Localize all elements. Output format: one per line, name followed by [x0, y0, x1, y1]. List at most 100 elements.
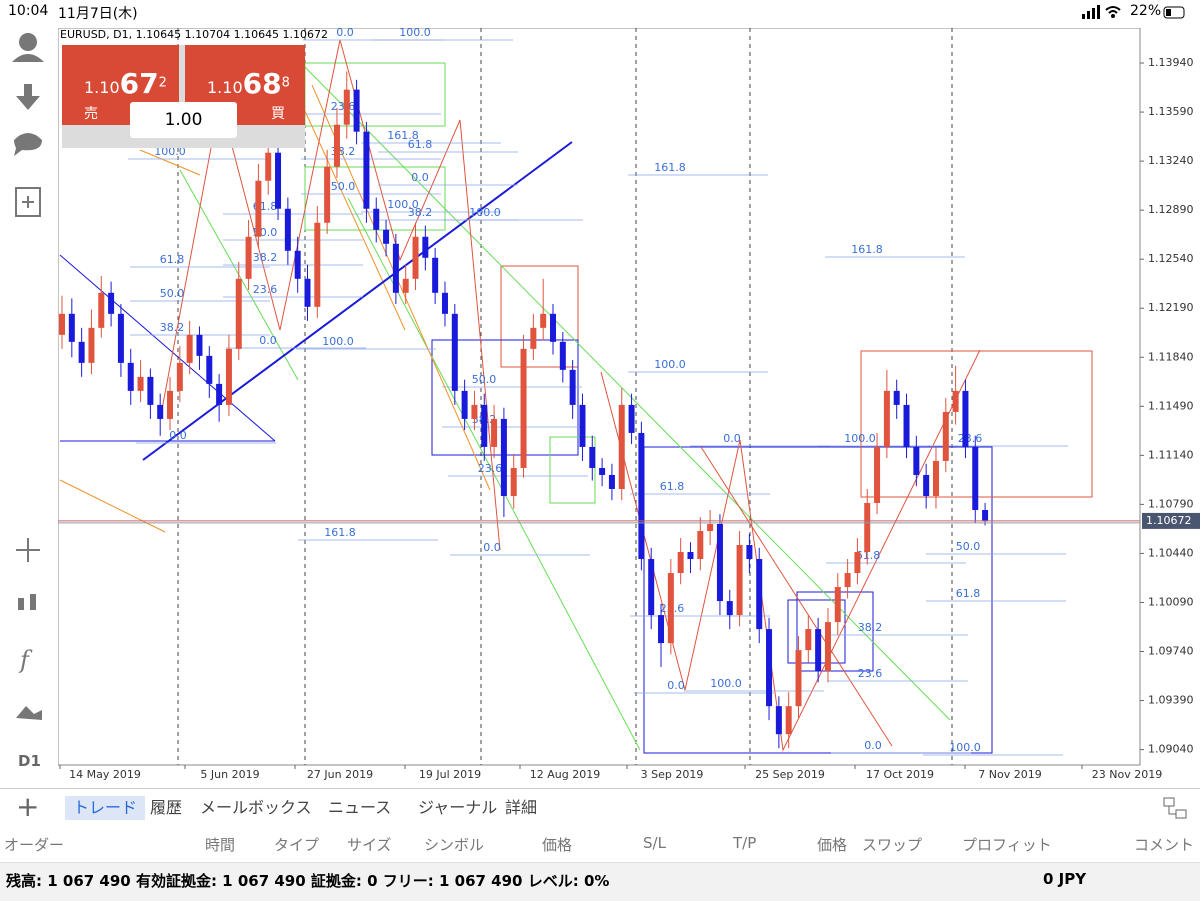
column-header: タイプ — [274, 836, 320, 854]
candle-body — [137, 376, 144, 391]
column-header: サイズ — [347, 836, 392, 854]
candle-body — [658, 615, 665, 644]
y-tick-label: 1.10090 — [1148, 595, 1194, 608]
fib-label: 100.0 — [399, 28, 431, 39]
candle-body — [942, 411, 949, 461]
candle-body — [186, 334, 193, 363]
candle-body — [294, 250, 301, 279]
fib-label: 61.8 — [956, 587, 981, 600]
candle-body — [343, 89, 350, 125]
tab[interactable]: 詳細 — [505, 798, 538, 817]
candle-body — [432, 257, 439, 293]
tab[interactable]: ジャーナル — [418, 798, 498, 817]
candle-body — [589, 446, 596, 468]
candle-body — [255, 180, 262, 237]
timeframe: D1 — [18, 752, 41, 770]
column-header: 時間 — [205, 836, 236, 854]
candle-body — [196, 334, 203, 356]
fib-label: 0.0 — [259, 334, 277, 347]
candle-body — [638, 432, 645, 560]
volume-input[interactable]: 1.00 — [130, 102, 237, 138]
buy-prefix: 1.10 — [207, 78, 243, 97]
candle-body — [353, 89, 360, 132]
fib-label: 23.6 — [253, 283, 278, 296]
candle-body — [284, 208, 291, 251]
plot-frame — [58, 28, 1141, 766]
candle-body — [225, 348, 232, 405]
fib-label: 100.0 — [710, 677, 742, 690]
candle-body — [962, 390, 969, 447]
candle-body — [687, 552, 694, 560]
candle-body — [952, 390, 959, 412]
price-chart: EURUSD, D1, 1.10645 1.10704 1.10645 1.10… — [58, 28, 1200, 781]
candle-body — [982, 509, 989, 522]
y-tick-label: 1.11490 — [1148, 399, 1194, 412]
column-header: シンボル — [424, 836, 485, 854]
account-summary: 残高: 1 067 490 有効証拠金: 1 067 490 証拠金: 0 フリ… — [6, 872, 610, 890]
y-tick-label: 1.12540 — [1148, 252, 1194, 265]
tab[interactable]: メールボックス — [200, 798, 312, 817]
fib-label: 38.2 — [408, 206, 433, 219]
tab[interactable]: ニュース — [328, 798, 392, 817]
candle-body — [235, 278, 242, 349]
x-tick-label: 27 Jun 2019 — [307, 768, 373, 781]
candle-body — [363, 131, 370, 209]
fib-label: 0.0 — [723, 432, 741, 445]
status-date: 11月7日(木) — [58, 6, 138, 22]
candle-body — [726, 601, 733, 616]
candle-body — [785, 706, 792, 735]
y-tick-label: 1.09040 — [1148, 743, 1194, 756]
candle-body — [157, 404, 164, 419]
y-tick-label: 1.13940 — [1148, 56, 1194, 69]
candle-body — [530, 327, 537, 349]
current-price-label: 1.10672 — [1146, 514, 1192, 527]
candle-body — [78, 341, 85, 363]
candle-body — [864, 502, 871, 553]
tab[interactable]: 履歴 — [150, 798, 183, 817]
candle-body — [491, 418, 498, 447]
fib-label: 100.0 — [844, 432, 876, 445]
fib-label: 61.8 — [660, 480, 685, 493]
candle-body — [314, 222, 321, 307]
candle-body — [618, 404, 625, 489]
fib-label: 61.8 — [856, 549, 881, 562]
status-icons — [1082, 5, 1185, 19]
fib-label: 0.0 — [411, 171, 429, 184]
candle-body — [579, 404, 586, 447]
candle-body — [216, 383, 223, 405]
candle-body — [68, 313, 75, 342]
chart-title: EURUSD, D1, 1.10645 1.10704 1.10645 1.10… — [60, 28, 328, 41]
fib-label: 61.8 — [408, 138, 433, 151]
candle-body — [795, 650, 802, 707]
fib-label: 0.0 — [667, 679, 685, 692]
y-tick-label: 1.12890 — [1148, 203, 1194, 216]
candle-body — [736, 545, 743, 616]
fib-label: 23.6 — [958, 432, 983, 445]
divider — [0, 788, 1200, 789]
x-tick-label: 19 Jul 2019 — [419, 768, 481, 781]
column-header: S/L — [643, 834, 666, 852]
fib-label: 100.0 — [387, 198, 419, 211]
candle-body — [304, 278, 311, 307]
fib-label: 50.0 — [331, 180, 356, 193]
sell-big: 67 — [119, 67, 159, 100]
x-tick-label: 7 Nov 2019 — [978, 768, 1041, 781]
layout-icon[interactable] — [1162, 796, 1190, 820]
fib-label: 23.6 — [331, 100, 356, 113]
candle-body — [883, 390, 890, 447]
candle-body — [599, 467, 606, 475]
tab[interactable]: トレード — [65, 796, 146, 820]
fib-label: 0.0 — [483, 541, 501, 554]
column-header: T/P — [733, 834, 757, 852]
column-header: オーダー — [4, 836, 65, 854]
current-price-box — [1142, 512, 1200, 529]
status-time: 10:04 — [8, 3, 49, 19]
y-tick-label: 1.12190 — [1148, 301, 1194, 314]
candle-body — [206, 355, 213, 384]
add-button[interactable]: + — [16, 790, 40, 823]
candle-body — [874, 446, 881, 503]
svg-text:f: f — [18, 646, 33, 674]
y-tick-label: 1.13240 — [1148, 154, 1194, 167]
x-tick-label: 25 Sep 2019 — [755, 768, 825, 781]
